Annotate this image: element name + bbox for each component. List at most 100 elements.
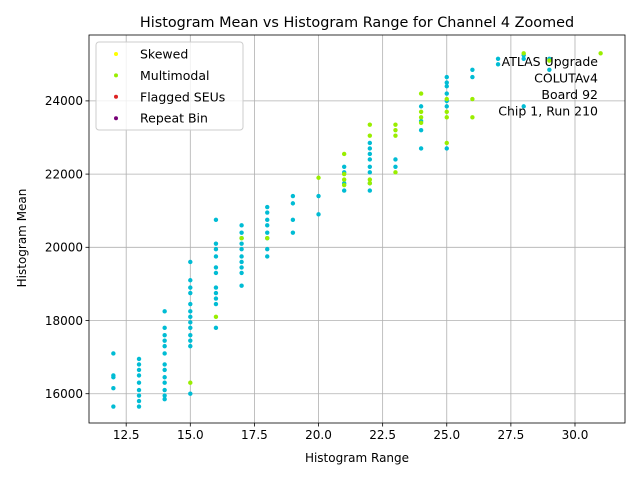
data-point — [239, 283, 244, 288]
data-point — [444, 84, 449, 89]
data-point — [213, 290, 219, 296]
data-point — [136, 373, 142, 378]
data-point — [136, 387, 142, 393]
data-point — [188, 285, 193, 290]
data-point — [239, 254, 244, 259]
data-point — [547, 67, 552, 72]
data-point — [547, 58, 552, 63]
y-tick-label: 22000 — [45, 167, 83, 181]
data-point — [213, 301, 219, 307]
annotation-line: Board 92 — [541, 87, 598, 102]
legend-label: Flagged SEUs — [140, 89, 225, 104]
data-point — [393, 157, 398, 162]
legend-box — [95, 41, 244, 131]
legend-marker — [114, 73, 118, 78]
data-point — [239, 235, 244, 241]
data-point — [367, 177, 373, 182]
data-point — [188, 314, 193, 320]
data-point — [495, 56, 501, 61]
data-point — [265, 217, 270, 223]
data-point — [188, 301, 193, 307]
data-point — [521, 56, 526, 61]
x-tick-label: 22.5 — [369, 428, 396, 442]
data-point — [213, 246, 219, 252]
data-point — [162, 380, 167, 385]
data-point — [367, 170, 373, 175]
data-point — [188, 332, 193, 338]
data-point — [162, 362, 167, 367]
data-point — [188, 309, 193, 314]
x-tick-label: 20.0 — [305, 428, 332, 442]
data-point — [316, 175, 321, 180]
annotation-line: ATLAS Upgrade — [502, 54, 599, 69]
data-point — [213, 314, 219, 320]
data-point — [470, 67, 475, 72]
data-point — [418, 127, 424, 133]
data-point — [316, 212, 321, 217]
data-point — [444, 140, 449, 146]
data-point — [136, 356, 142, 362]
annotation-line: Chip 1, Run 210 — [498, 104, 598, 119]
data-point — [418, 91, 424, 96]
data-point — [265, 210, 270, 215]
legend-label: Repeat Bin — [140, 111, 208, 126]
data-point — [111, 373, 116, 378]
data-point — [367, 140, 373, 146]
data-point — [188, 380, 193, 385]
data-point — [213, 285, 219, 290]
data-point — [188, 278, 193, 283]
data-point — [162, 375, 167, 380]
legend-marker — [114, 52, 118, 56]
data-point — [162, 393, 167, 398]
data-point — [239, 241, 244, 246]
chart-title: Histogram Mean vs Histogram Range for Ch… — [140, 15, 574, 31]
x-tick-label: 30.0 — [562, 428, 589, 442]
data-point — [290, 217, 296, 223]
data-point — [162, 338, 167, 343]
data-point — [162, 367, 167, 373]
data-point — [290, 201, 296, 206]
x-tick-label: 15.0 — [177, 428, 204, 442]
data-point — [290, 230, 296, 235]
data-point — [162, 325, 167, 331]
data-point — [367, 157, 373, 162]
data-point — [188, 290, 193, 296]
data-point — [521, 51, 526, 56]
data-point — [162, 343, 167, 349]
data-point — [265, 246, 270, 252]
data-point — [521, 104, 526, 109]
legend: Skewed Multimodal Flagged SEUs Repeat Bin — [95, 41, 244, 131]
data-point — [188, 325, 193, 331]
data-point — [213, 217, 219, 223]
data-point — [367, 146, 373, 151]
data-point — [393, 170, 398, 175]
data-point — [111, 351, 116, 356]
data-point — [367, 164, 373, 169]
data-point — [367, 181, 373, 186]
data-point — [213, 325, 219, 331]
data-point — [136, 398, 142, 404]
data-point — [470, 115, 475, 120]
data-point — [213, 241, 219, 246]
data-point — [239, 223, 244, 228]
legend-label: Multimodal — [140, 68, 209, 83]
legend-marker — [114, 94, 118, 99]
data-point — [393, 133, 398, 138]
x-tick-label: 12.5 — [113, 428, 140, 442]
data-point — [470, 96, 475, 102]
data-point — [111, 386, 116, 391]
data-point — [367, 133, 373, 138]
data-point — [393, 127, 398, 133]
data-point — [162, 309, 167, 314]
data-points — [111, 51, 603, 409]
data-point — [188, 343, 193, 349]
data-point — [239, 259, 244, 265]
data-point — [136, 380, 142, 385]
data-point — [341, 164, 347, 169]
x-tick-label: 27.5 — [498, 428, 525, 442]
data-point — [213, 265, 219, 270]
data-point — [188, 391, 193, 396]
data-point — [367, 188, 373, 193]
data-point — [418, 115, 424, 120]
